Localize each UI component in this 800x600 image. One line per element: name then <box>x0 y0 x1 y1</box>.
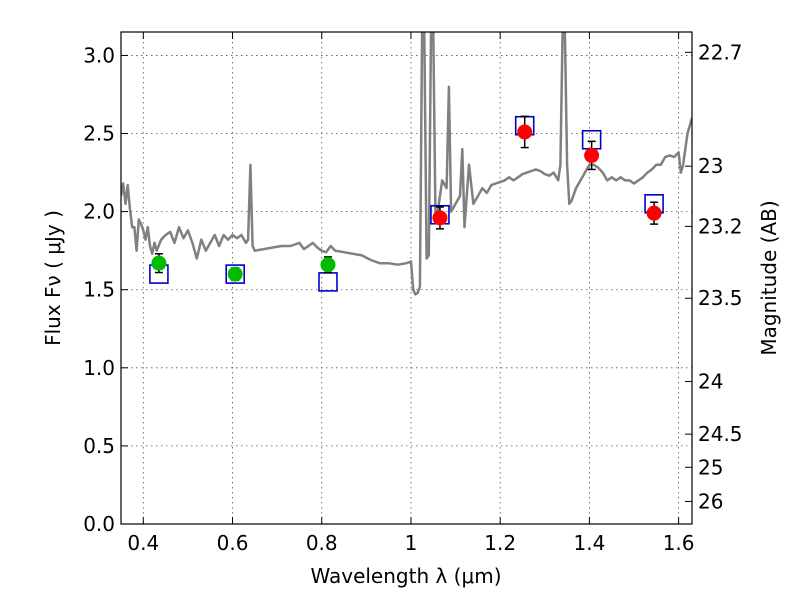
y-axis-label: Flux Fν ( μJy ) <box>41 210 65 346</box>
right-tick-label: 22.7 <box>698 40 743 64</box>
y-tick-label: 2.5 <box>83 122 115 146</box>
right-tick-label: 25 <box>698 455 723 479</box>
model-band-box <box>225 264 245 284</box>
data-point-optical <box>227 266 243 282</box>
x-tick-label: 0.6 <box>217 531 249 555</box>
data-point-nir <box>432 210 448 226</box>
x-tick-label: 1.2 <box>484 531 516 555</box>
x-tick-label: 0.8 <box>306 531 338 555</box>
x-tick-label: 0.4 <box>127 531 159 555</box>
right-tick-label: 26 <box>698 489 723 513</box>
y-tick-label: 2.0 <box>83 200 115 224</box>
data-point-nir <box>584 147 600 163</box>
y-tick-label: 0.0 <box>83 512 115 536</box>
x-tick-label: 1.4 <box>573 531 605 555</box>
data-point-optical <box>151 255 167 271</box>
right-tick-label: 24 <box>698 370 723 394</box>
model-layer <box>121 32 692 296</box>
right-tick-label: 24.5 <box>698 422 743 446</box>
right-tick-label: 23.5 <box>698 286 743 310</box>
plot-frame <box>120 31 693 525</box>
data-point-nir <box>646 205 662 221</box>
data-point-optical <box>320 257 336 273</box>
axis-ticks: 0.4 0.6 0.8 1 1.2 1.4 1.6 0.0 0.5 1.0 1.5 2.0 2.5 3.0… <box>83 32 743 555</box>
right-axis-label: Magnitude (AB) <box>757 200 781 355</box>
right-tick-label: 23.2 <box>698 214 743 238</box>
y-tick-label: 1.5 <box>83 278 115 302</box>
model-spectrum-line <box>121 32 692 296</box>
data-point-nir <box>517 124 533 140</box>
right-tick-label: 23 <box>698 154 723 178</box>
y-tick-label: 1.0 <box>83 356 115 380</box>
y-tick-label: 0.5 <box>83 434 115 458</box>
x-tick-label: 1 <box>405 531 418 555</box>
y-tick-label: 3.0 <box>83 43 115 67</box>
observed-points <box>151 115 662 282</box>
x-axis-label: Wavelength λ (μm) <box>310 564 501 588</box>
x-tick-label: 1.6 <box>663 531 695 555</box>
